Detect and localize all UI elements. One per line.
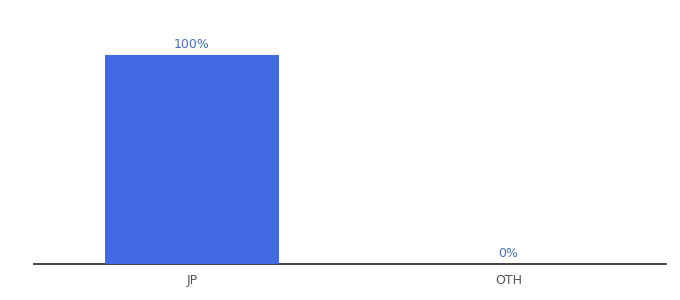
Text: 0%: 0%	[498, 247, 518, 260]
Bar	[105, 55, 279, 264]
Text: 100%: 100%	[174, 38, 210, 51]
